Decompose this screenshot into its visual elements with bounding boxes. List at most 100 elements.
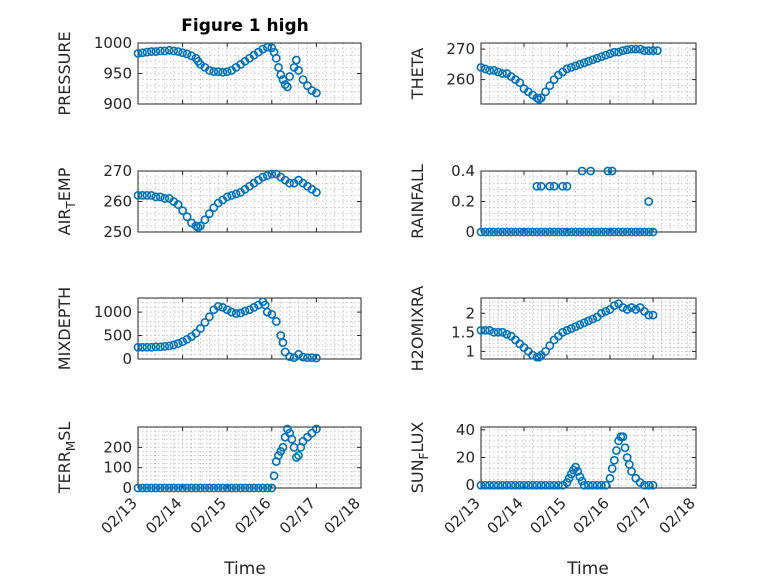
data-point	[262, 307, 272, 317]
data-point	[584, 227, 593, 237]
data-point	[160, 194, 170, 203]
data-point	[562, 181, 572, 191]
data-point	[476, 227, 486, 237]
data-point	[155, 483, 165, 493]
subplot-4: 0 0.2 0.4 RAINFALL	[408, 162, 697, 241]
data-point	[191, 328, 201, 338]
subplot-6: 11.52 H2OMIXRA	[408, 286, 697, 372]
data-point	[511, 480, 520, 490]
data-point	[258, 483, 268, 493]
data-point	[142, 342, 152, 352]
data-point	[562, 64, 572, 74]
data-point	[218, 302, 228, 312]
axes-box	[137, 426, 362, 489]
data-point	[209, 203, 219, 212]
data-point	[200, 215, 210, 225]
data-point	[142, 190, 152, 200]
data-point	[218, 67, 228, 77]
data-point	[588, 314, 598, 324]
y-tick-label: 0	[465, 223, 475, 241]
y-tick-label: 1	[465, 342, 475, 360]
data-point	[489, 480, 499, 490]
data-point	[485, 66, 494, 75]
data-point	[169, 46, 179, 56]
data-point	[191, 483, 201, 493]
data-point	[278, 442, 288, 452]
y-axis-label: H2OMIXRA	[408, 286, 427, 372]
data-point	[160, 341, 170, 351]
data-point	[532, 227, 542, 237]
data-point	[480, 326, 490, 335]
data-point	[588, 55, 598, 65]
data-point	[489, 66, 499, 75]
data-point	[577, 166, 587, 176]
data-point	[601, 480, 611, 490]
data-point	[648, 46, 658, 56]
data-point	[196, 221, 205, 231]
data-point	[588, 480, 598, 490]
data-point	[222, 483, 232, 493]
data-point	[627, 303, 636, 312]
data-point	[138, 483, 147, 493]
data-point	[549, 227, 559, 237]
data-point	[627, 44, 636, 54]
data-point	[588, 227, 598, 237]
data-point	[267, 43, 277, 53]
data-point	[620, 443, 630, 453]
data-point	[605, 473, 615, 483]
y-axis-label: TERRMSL	[55, 422, 78, 495]
data-point	[476, 63, 486, 72]
data-point	[631, 305, 641, 314]
y-axis-label: PRESSURE	[55, 31, 74, 115]
data-point	[502, 227, 512, 237]
data-point	[311, 88, 321, 98]
data-point	[493, 327, 503, 337]
data-point	[558, 227, 568, 237]
y-tick-label: 270	[446, 40, 475, 58]
data-point	[584, 480, 593, 490]
data-point	[622, 305, 632, 314]
data-point	[644, 310, 654, 320]
y-tick-label: 200	[103, 438, 132, 456]
data-point	[133, 342, 143, 352]
data-point	[151, 342, 161, 352]
data-point	[577, 476, 587, 486]
data-point	[592, 227, 602, 237]
y-tick-label: 270	[103, 162, 132, 180]
data-point	[258, 172, 268, 182]
data-point	[601, 306, 611, 316]
data-point	[640, 227, 649, 237]
data-point	[240, 483, 250, 493]
data-point	[528, 480, 537, 490]
data-point	[231, 189, 241, 199]
data-point	[169, 340, 179, 350]
data-point	[597, 52, 606, 62]
data-point	[618, 46, 628, 56]
x-tick-label: 02/15	[187, 494, 230, 537]
data-point	[579, 227, 589, 237]
data-point	[196, 483, 205, 493]
data-point	[209, 483, 219, 493]
data-point	[307, 86, 317, 95]
y-axis-label: RAINFALL	[408, 164, 427, 239]
data-point	[506, 480, 516, 490]
data-point	[173, 47, 183, 56]
data-point	[178, 206, 187, 216]
data-point	[584, 316, 593, 326]
data-point	[545, 341, 555, 351]
y-tick-label: 0.4	[451, 162, 475, 180]
data-point	[173, 339, 183, 348]
data-point	[562, 478, 572, 487]
data-point	[545, 227, 555, 237]
data-point	[311, 424, 321, 434]
data-point	[640, 480, 649, 490]
data-point	[528, 227, 537, 237]
data-point	[579, 318, 589, 328]
data-point	[485, 326, 494, 335]
data-point	[269, 471, 279, 481]
data-point	[146, 483, 156, 493]
data-point	[280, 347, 290, 357]
data-point	[258, 44, 268, 54]
data-point	[605, 49, 615, 59]
data-point	[579, 480, 589, 490]
